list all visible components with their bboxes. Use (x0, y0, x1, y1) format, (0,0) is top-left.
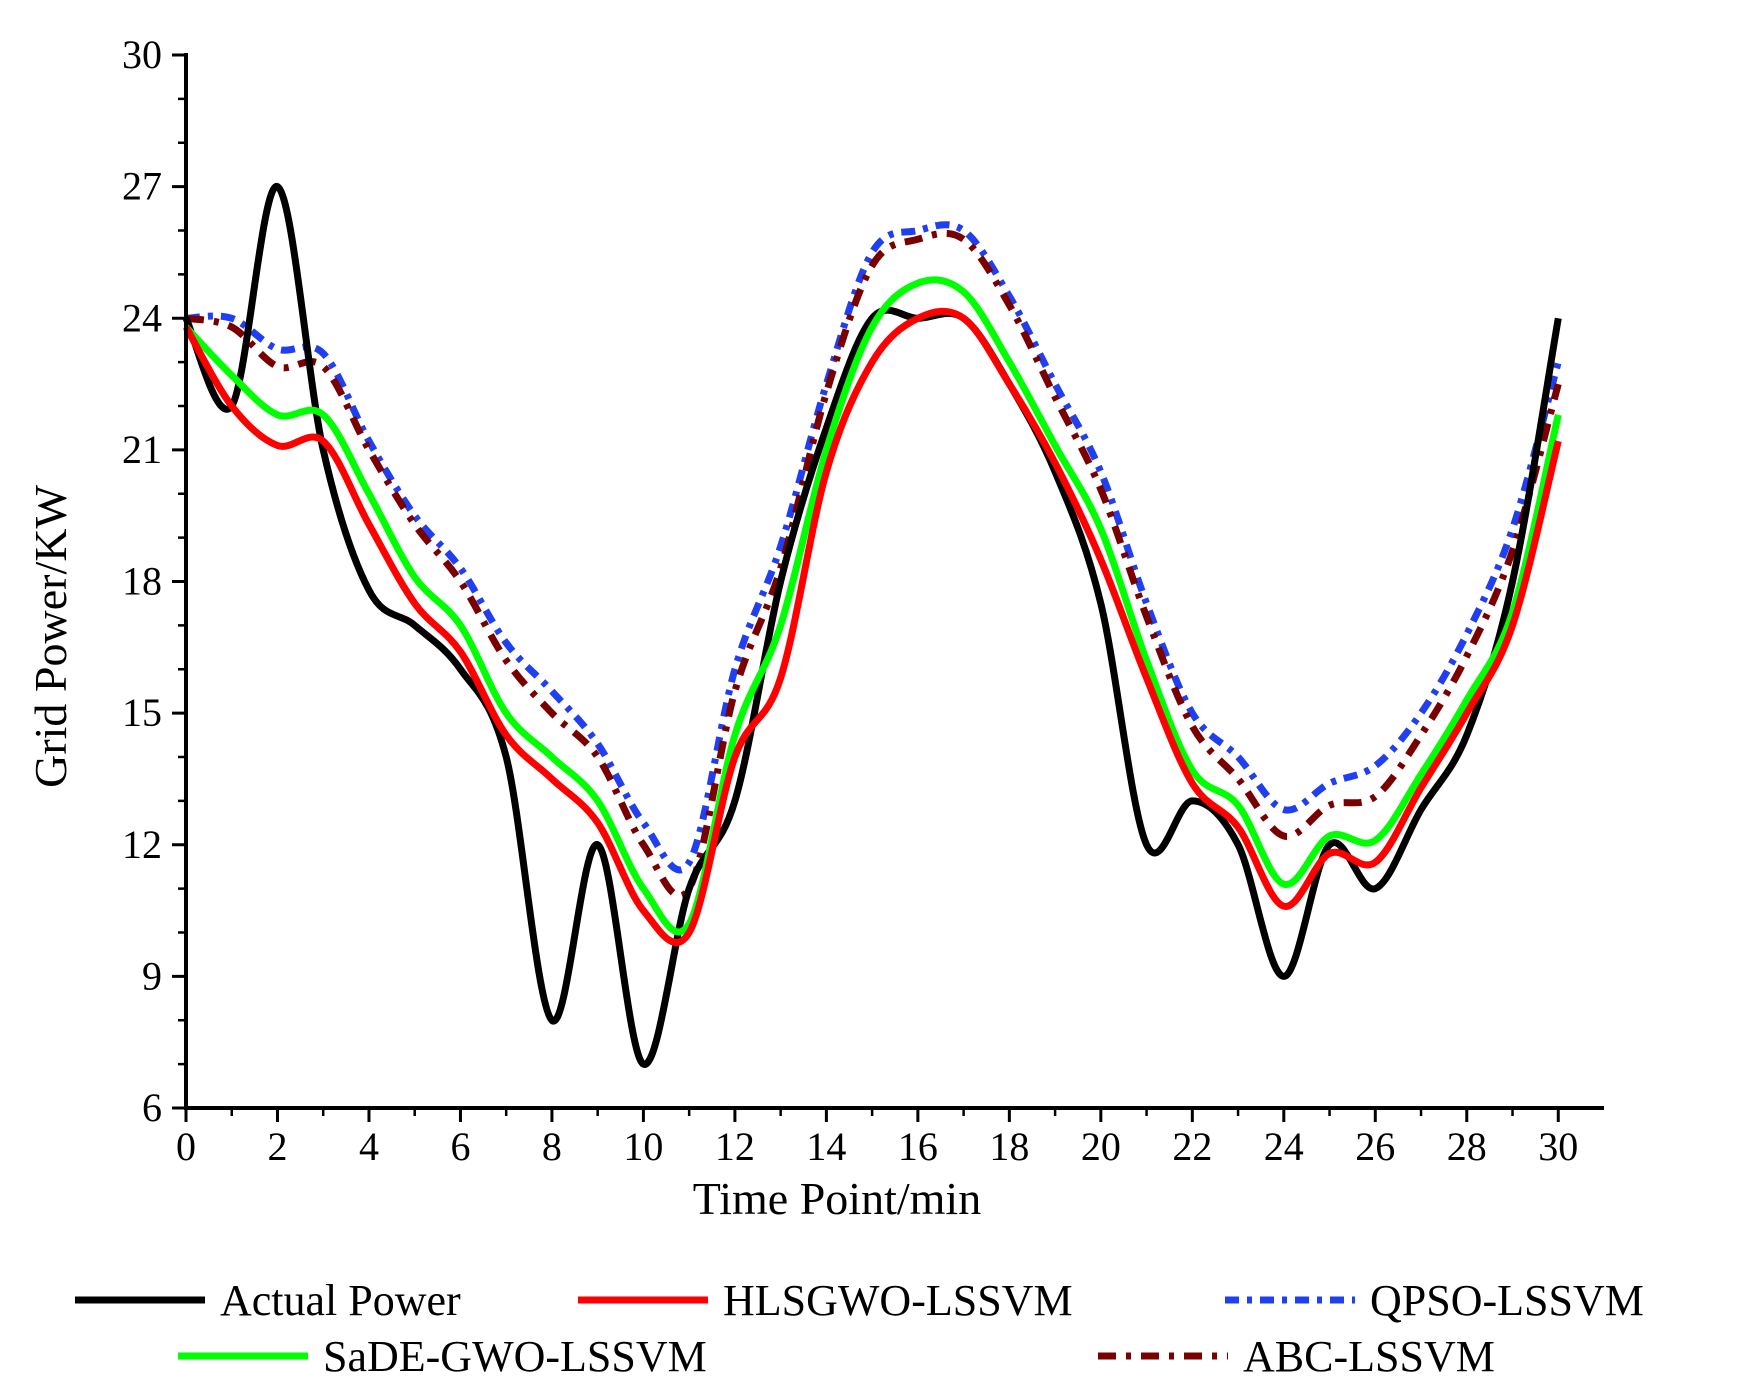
y-tick-label: 6 (142, 1085, 162, 1130)
y-tick-label: 15 (122, 690, 162, 735)
series-line-qpso-lssvm (185, 221, 1562, 874)
x-tick-label: 4 (359, 1124, 379, 1169)
x-tick-label: 8 (542, 1124, 562, 1169)
x-axis-title: Time Point/min (693, 1173, 981, 1224)
series-line-hlsgwo-lssvm (182, 307, 1562, 946)
x-tick-label: 10 (623, 1124, 663, 1169)
legend-label: Actual Power (220, 1276, 461, 1325)
axes: Time Point/min Grid Power/KW 69121518212… (25, 32, 1604, 1224)
legend: Actual Power HLSGWO-LSSVM QPSO-LSSVM SaDE-G… (75, 1276, 1644, 1381)
legend-label: ABC-LSSVM (1243, 1332, 1495, 1381)
series-line-actual-power (182, 183, 1562, 1068)
x-tick-label: 18 (989, 1124, 1029, 1169)
legend-label: HLSGWO-LSSVM (723, 1276, 1073, 1325)
x-tick-label: 28 (1447, 1124, 1487, 1169)
x-tick-label: 0 (176, 1124, 196, 1169)
x-tick-label: 30 (1538, 1124, 1578, 1169)
x-tick-label: 24 (1264, 1124, 1304, 1169)
y-tick-label: 24 (122, 295, 162, 340)
x-tick-label: 12 (715, 1124, 755, 1169)
x-tick-label: 14 (806, 1124, 846, 1169)
y-tick-label: 12 (122, 822, 162, 867)
x-tick-label: 22 (1172, 1124, 1212, 1169)
y-tick-label: 9 (142, 953, 162, 998)
x-tick-label: 20 (1081, 1124, 1121, 1169)
y-tick-label: 18 (122, 559, 162, 604)
x-tick-label: 26 (1355, 1124, 1395, 1169)
x-tick-label: 16 (898, 1124, 938, 1169)
series-lines (182, 183, 1562, 1068)
legend-label: SaDE-GWO-LSSVM (323, 1332, 707, 1381)
series-line-sade-gwo-lssvm (183, 276, 1562, 936)
y-tick-label: 30 (122, 32, 162, 77)
x-tick-label: 6 (450, 1124, 470, 1169)
legend-label: QPSO-LSSVM (1370, 1276, 1644, 1325)
series-line-abc-lssvm (185, 229, 1562, 900)
y-tick-label: 27 (122, 164, 162, 209)
y-axis-title: Grid Power/KW (25, 485, 76, 788)
x-tick-label: 2 (267, 1124, 287, 1169)
y-tick-label: 21 (122, 427, 162, 472)
